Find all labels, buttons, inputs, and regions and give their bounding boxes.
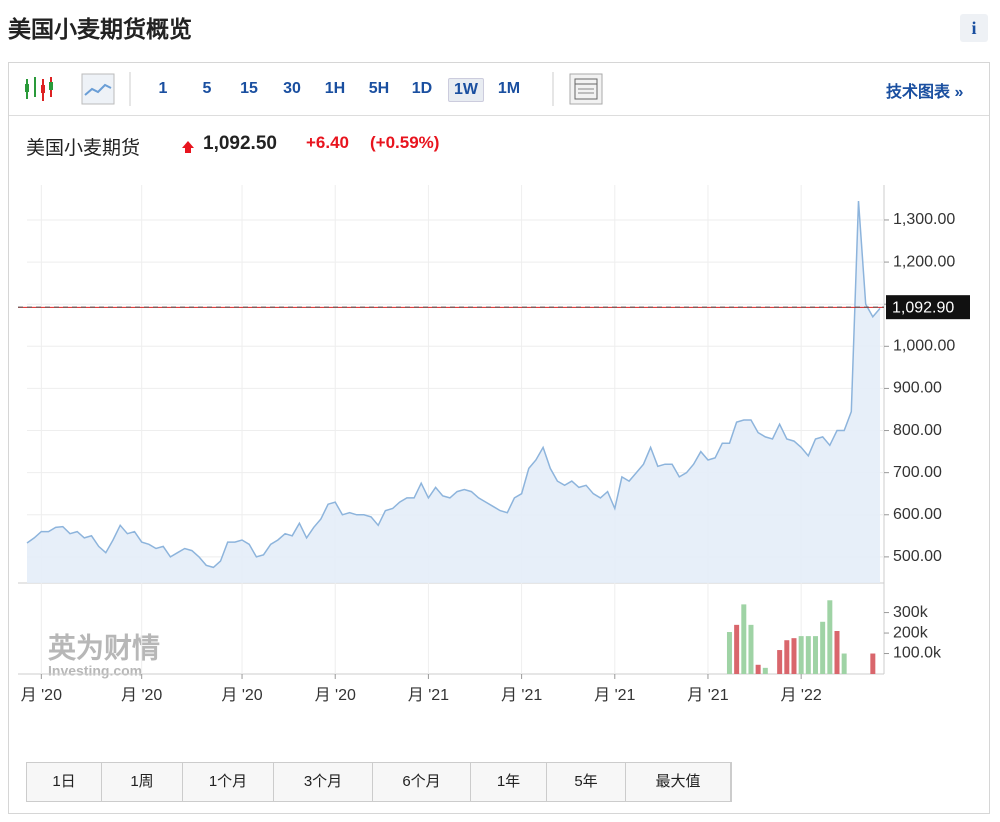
info-button[interactable]: i [960,14,988,42]
y-tick-label: 1,300.00 [893,211,955,228]
range-button[interactable]: 3个月 [274,763,373,801]
y-tick-label: 900.00 [893,380,942,397]
volume-bar [834,631,840,674]
last-price-box [886,295,970,320]
y-tick-label: 700.00 [893,464,942,481]
quote-change: +6.40 [306,133,350,152]
volume-bar [805,636,811,674]
x-tick-label: 月 '20 [21,687,62,704]
range-button[interactable]: 1年 [471,763,547,801]
range-button[interactable]: 5年 [547,763,626,801]
x-tick-label: 月 '21 [594,687,635,704]
y-tick-label: 600.00 [893,506,942,523]
tech-chart-link[interactable]: 技术图表 » [886,84,964,101]
widget-frame [8,62,990,814]
volume-bar [726,632,732,674]
divider [129,72,131,106]
quote-name: 美国小麦期货 [26,138,141,159]
divider [552,72,554,106]
y-tick-label: 300k [893,604,929,621]
y-tick-label: 500.00 [893,548,942,565]
x-tick-label: 月 '22 [780,687,821,704]
volume-bar [777,650,783,674]
volume-bar [784,640,790,674]
last-price-label: 1,092.90 [892,299,954,316]
area [27,201,880,583]
x-tick-label: 月 '20 [221,687,262,704]
x-tick-label: 月 '20 [315,687,356,704]
volume-bar [812,636,818,674]
y-tick-label: 100.0k [893,645,942,662]
line [26,200,881,569]
volume-bar [791,638,797,674]
interval-button[interactable]: 1H [324,80,346,97]
range-button[interactable]: 最大值 [626,763,731,801]
y-tick-label: 800.00 [893,422,942,439]
interval-button[interactable]: 1W [448,78,484,102]
interval-button[interactable]: 1M [497,80,521,97]
volume-bar [798,636,804,674]
quote-price: 1,092.50 [203,133,277,154]
volume-bar [762,667,768,674]
interval-button[interactable]: 1D [411,80,433,97]
volume-bar [741,604,747,674]
volume-bar [748,624,754,674]
quote-change-pct: (+0.59%) [370,133,440,152]
volume-bar [734,624,740,674]
range-button[interactable]: 6个月 [373,763,471,801]
x-tick-label: 月 '21 [501,687,542,704]
watermark-brand: 英为财情 [48,632,160,663]
toolbar [9,63,989,116]
interval-button[interactable]: 5 [202,80,212,97]
x-tick-label: 月 '21 [687,687,728,704]
y-tick-label: 1,200.00 [893,253,955,270]
range-bar: 1日 1周 1个月 3个月 6个月 1年 5年 最大值 [26,762,732,802]
line-icon[interactable] [81,73,115,105]
x-tick-label: 月 '21 [408,687,449,704]
volume-bar [870,653,876,674]
range-button[interactable]: 1日 [27,763,102,801]
volume-bar [841,653,847,674]
chart: 英为财情 Investing.com 月 '20 月 '20 月 '20 月 '20 月… [18,185,970,704]
range-button[interactable]: 1个月 [183,763,274,801]
up-arrow [182,141,194,153]
interval-button[interactable]: 15 [240,80,258,97]
y-tick-label: 1,000.00 [893,338,955,355]
volume-bar [820,621,826,674]
volume-bar [755,664,761,674]
y-tick-label: 200k [893,624,929,641]
table-icon[interactable] [569,73,603,105]
range-button[interactable]: 1周 [102,763,183,801]
candle-icon[interactable] [21,75,121,127]
interval-button[interactable]: 5H [368,80,390,97]
interval-button[interactable]: 30 [283,80,301,97]
x-tick-label: 月 '20 [121,687,162,704]
watermark-site: Investing.com [48,663,142,679]
interval-button[interactable]: 1 [158,80,168,97]
volume-bar [827,600,833,674]
page-title: 美国小麦期货概览 [8,16,192,42]
